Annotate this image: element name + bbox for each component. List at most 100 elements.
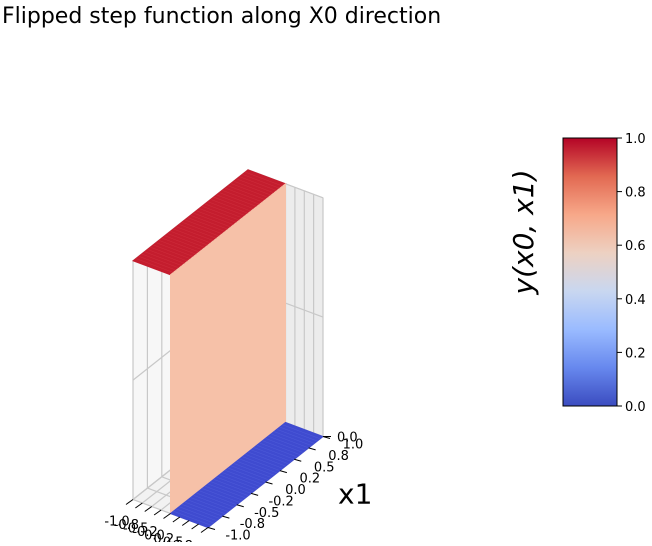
mesh-line-high: [158, 240, 197, 255]
mesh-line-low: [245, 454, 283, 469]
x-tick-label: -0.2: [132, 525, 157, 540]
y-tick: [265, 481, 273, 485]
mesh-line-low: [202, 488, 240, 503]
colorbar-tick-label: 0.0: [625, 400, 646, 415]
mesh-line-low: [181, 504, 220, 519]
mesh-line-high: [135, 258, 174, 273]
mesh-line-high: [176, 226, 214, 241]
x-tick: [181, 520, 190, 526]
mesh-line-low: [199, 490, 237, 505]
mesh-line-low: [253, 447, 292, 462]
x-tick: [125, 499, 134, 505]
y-tick: [222, 515, 230, 519]
x-tick-label: -0.5: [123, 522, 148, 537]
y-tick: [207, 527, 216, 530]
colorbar-gradient: [562, 137, 618, 407]
mesh-line-low: [222, 472, 260, 487]
mesh-line-low: [230, 465, 269, 480]
mesh-line-high: [161, 237, 200, 253]
mesh-line-low: [187, 499, 226, 515]
mesh-line-high: [181, 221, 220, 237]
mesh-line-low: [279, 426, 318, 442]
mesh-line-high: [216, 194, 254, 210]
y-tick-label: 0.0: [285, 483, 306, 498]
mesh-line-low: [190, 497, 229, 512]
mesh-line-high: [199, 208, 237, 223]
mesh-line-high: [196, 210, 234, 225]
y-tick-label: -0.5: [254, 506, 279, 521]
x-tick-label: 0.0: [144, 529, 165, 543]
mesh-line-high: [141, 253, 180, 269]
mesh-line-low: [207, 483, 246, 499]
x-tick: [172, 516, 181, 523]
mesh-line-high: [224, 187, 263, 203]
mesh-line-low: [236, 460, 275, 476]
mesh-line-low: [216, 476, 255, 492]
colorbar-tick-label: 0.8: [625, 186, 646, 201]
z-axis-label: y(x0, x1): [507, 170, 540, 296]
mesh-line-high: [233, 180, 272, 196]
mesh-line-low: [268, 435, 306, 451]
x-tick-label: -1.0: [104, 515, 129, 530]
mesh-line-low: [225, 470, 263, 485]
x-tick-label: 0.5: [163, 536, 184, 543]
z-tick-label: 0.0: [337, 431, 358, 446]
mesh-line-low: [219, 474, 257, 490]
mesh-line-high: [178, 224, 217, 239]
mesh-line-high: [245, 171, 283, 187]
mesh-line-low: [256, 445, 295, 460]
y-tick-label: 0.5: [314, 460, 335, 475]
y-tick-label: 0.8: [328, 449, 349, 464]
mesh-line-high: [173, 228, 211, 244]
y-tick: [250, 492, 259, 496]
y-tick: [294, 458, 302, 462]
mesh-line-high: [147, 249, 185, 264]
mesh-line-high: [155, 242, 194, 257]
colorbar-tick-label: 1.0: [625, 132, 646, 147]
mesh-line-low: [282, 424, 321, 440]
mesh-line-low: [239, 458, 278, 474]
mesh-line-high: [230, 183, 269, 198]
x-tick-label: -0.8: [114, 518, 139, 533]
mesh-line-high: [150, 246, 188, 262]
mesh-line-high: [187, 217, 226, 232]
y-tick-label: 1.0: [343, 438, 364, 453]
mesh-line-low: [273, 431, 312, 446]
mesh-line-high: [190, 215, 229, 230]
colorbar-tick-label: 0.4: [625, 293, 646, 308]
mesh-line-high: [184, 219, 223, 235]
mesh-line-low: [204, 485, 243, 501]
x-tick: [200, 527, 209, 533]
mesh-line-low: [196, 492, 234, 508]
mesh-line-low: [193, 495, 232, 510]
mesh-line-high: [227, 185, 266, 200]
mesh-line-high: [153, 244, 191, 260]
x-tick: [144, 506, 153, 512]
colorbar-tick-label: 0.6: [625, 239, 646, 254]
mesh-line-high: [138, 256, 177, 271]
chart-title: Flipped step function along X0 direction: [2, 4, 442, 29]
mesh-line-high: [193, 212, 231, 228]
x-tick: [153, 509, 162, 516]
y-tick: [236, 504, 244, 508]
y-tick-label: 0.2: [300, 472, 321, 487]
mesh-line-low: [213, 479, 252, 494]
mesh-line-low: [271, 433, 309, 449]
mesh-line-low: [173, 510, 211, 526]
mesh-line-high: [201, 205, 240, 221]
mesh-line-low: [259, 442, 298, 458]
mesh-line-low: [184, 501, 223, 517]
mesh-line-high: [170, 230, 208, 246]
colorbar-tick-label: 0.2: [625, 346, 646, 361]
y-tick-label: -0.8: [240, 517, 265, 532]
mesh-line-low: [248, 451, 286, 467]
mesh-line-high: [164, 235, 203, 251]
surface: [131, 169, 325, 529]
y-tick: [279, 470, 288, 474]
x-tick: [163, 513, 171, 519]
x-tick: [191, 523, 199, 530]
mesh-line-high: [210, 199, 249, 214]
mesh-line-high: [236, 178, 275, 194]
